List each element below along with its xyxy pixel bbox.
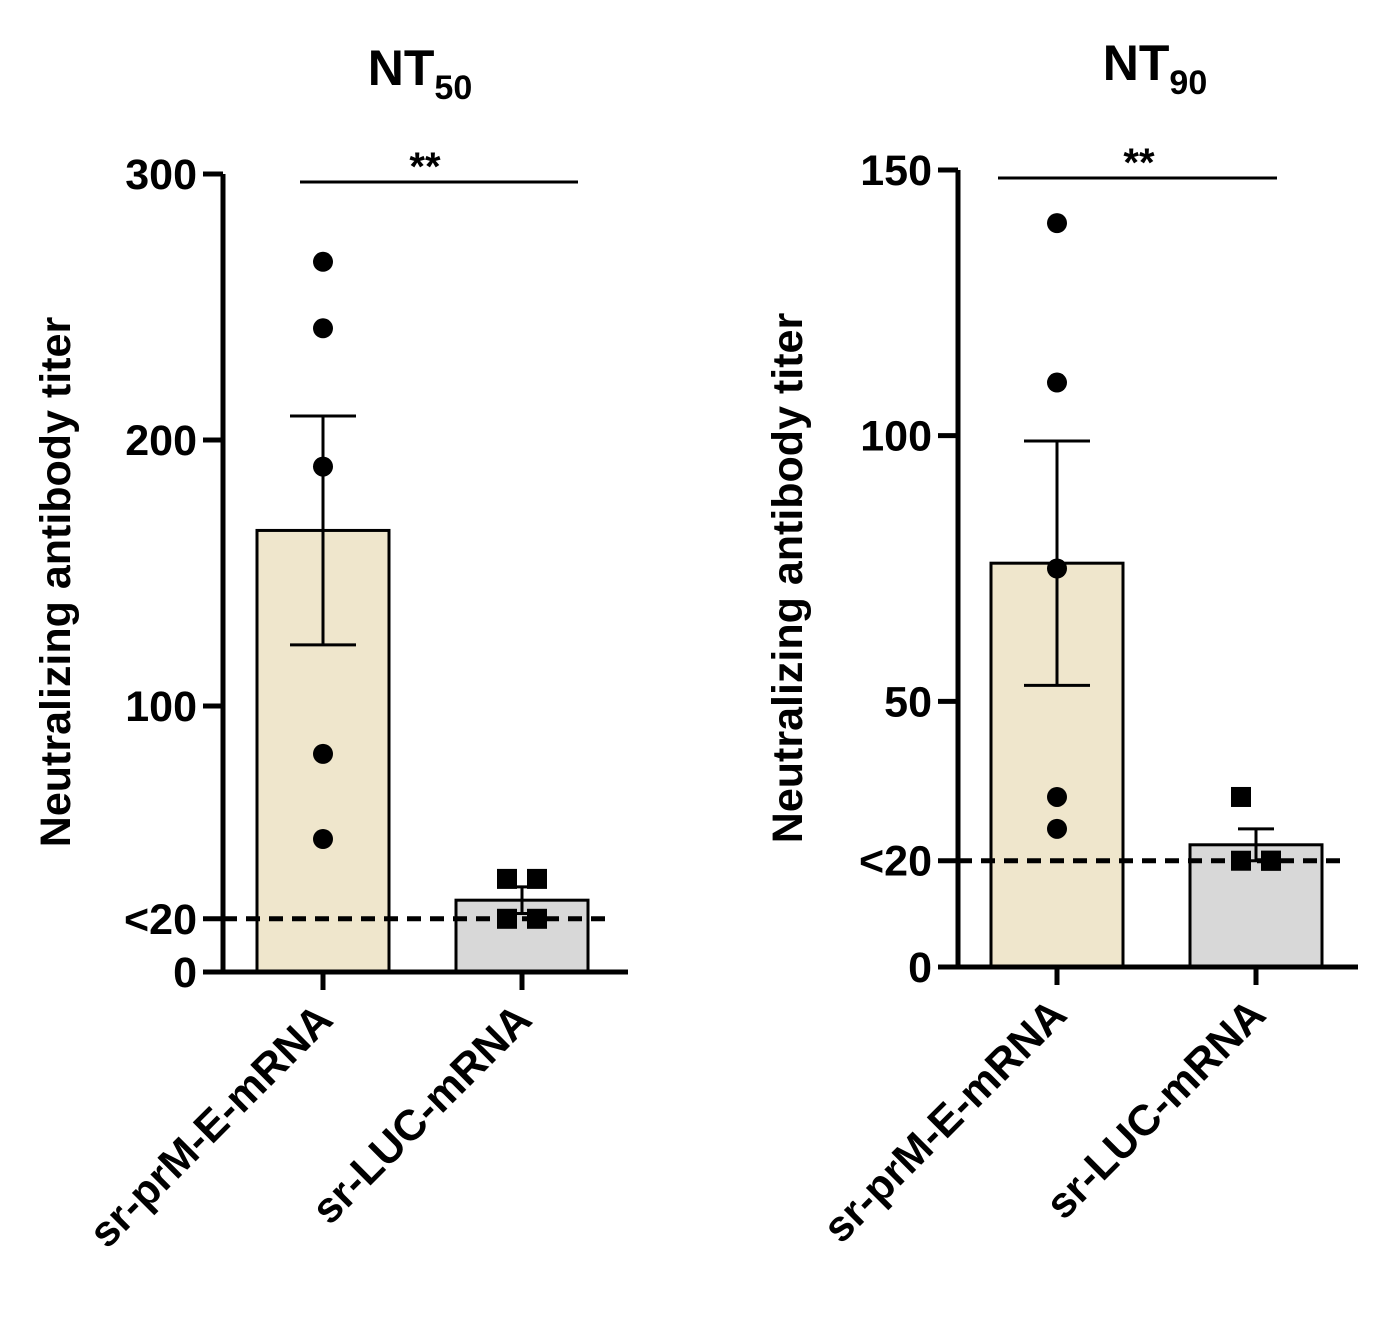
y-axis-label: Neutralizing antibody titer bbox=[32, 317, 80, 848]
y-tick-label: 100 bbox=[125, 683, 197, 731]
y-tick-label: 300 bbox=[125, 151, 197, 199]
y-tick-label: 200 bbox=[125, 417, 197, 465]
data-point bbox=[527, 868, 547, 889]
data-point bbox=[1231, 850, 1251, 871]
y-tick-label: <20 bbox=[859, 838, 932, 886]
significance-label: ** bbox=[409, 145, 441, 189]
x-tick-label: sr-prM-E-mRNA bbox=[80, 995, 342, 1257]
data-point bbox=[313, 456, 333, 477]
significance-label: ** bbox=[1123, 141, 1155, 185]
y-tick-label: 0 bbox=[908, 944, 932, 992]
data-point bbox=[313, 251, 333, 272]
y-tick-label: 50 bbox=[884, 678, 932, 726]
data-point bbox=[1047, 558, 1067, 579]
data-point bbox=[497, 908, 517, 929]
panel-nt50: NT50 Neutralizing antibody titer 0 <20 100… bbox=[32, 40, 628, 1257]
y-tick-label: 100 bbox=[860, 413, 932, 461]
data-point bbox=[1231, 786, 1251, 807]
bar-sr-LUC-mRNA bbox=[1188, 843, 1324, 969]
chart-title: NT90 bbox=[1103, 35, 1207, 102]
x-tick-label: sr-prM-E-mRNA bbox=[814, 990, 1076, 1252]
y-tick-label: <20 bbox=[124, 896, 197, 944]
panel-nt90: NT90 Neutralizing antibody titer 0 <20 50 1… bbox=[764, 35, 1358, 1252]
y-tick-label: 150 bbox=[860, 147, 932, 195]
data-point bbox=[1047, 213, 1067, 234]
y-axis-label: Neutralizing antibody titer bbox=[764, 313, 812, 844]
data-point bbox=[1047, 372, 1067, 393]
data-point bbox=[1047, 786, 1067, 807]
data-point bbox=[1261, 850, 1281, 871]
chart-title: NT50 bbox=[368, 40, 472, 107]
data-point bbox=[527, 908, 547, 929]
data-point bbox=[313, 829, 333, 849]
data-point bbox=[313, 743, 333, 764]
y-tick-label: 0 bbox=[173, 949, 197, 997]
data-point bbox=[1047, 818, 1067, 839]
data-point bbox=[313, 318, 333, 339]
data-point bbox=[497, 868, 517, 889]
